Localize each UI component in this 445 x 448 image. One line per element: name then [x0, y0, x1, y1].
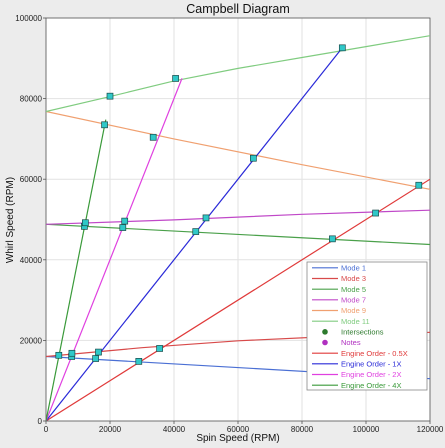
legend-box	[306, 261, 428, 391]
series-line-engine-order-4x	[46, 119, 107, 421]
legend-marker	[322, 329, 328, 335]
y-tick-label: 40000	[20, 256, 43, 265]
series-line-engine-order-2x	[46, 78, 183, 421]
legend-entry-label: Mode 5	[341, 285, 366, 294]
intersection-marker[interactable]	[149, 133, 157, 141]
x-axis-title: Spin Speed (RPM)	[196, 433, 279, 444]
intersection-marker[interactable]	[172, 75, 179, 82]
x-tick-label: 60000	[227, 425, 250, 434]
intersection-marker[interactable]	[55, 351, 63, 359]
intersection-marker[interactable]	[202, 214, 210, 222]
intersection-marker[interactable]	[135, 358, 143, 365]
intersection-marker[interactable]	[82, 219, 89, 227]
intersection-marker[interactable]	[92, 355, 99, 362]
intersection-marker[interactable]	[156, 345, 163, 352]
y-tick-label: 80000	[20, 95, 43, 104]
intersection-marker[interactable]	[415, 181, 423, 189]
series-line-mode-5	[46, 223, 430, 246]
series-line-mode-7	[46, 209, 430, 225]
y-tick-label: 60000	[20, 175, 43, 184]
legend-entry-label: Mode 7	[341, 295, 366, 304]
legend-entry-label: Intersections	[341, 327, 384, 336]
intersection-marker[interactable]	[372, 209, 379, 217]
legend-entry-label: Mode 9	[341, 306, 366, 315]
x-tick-label: 80000	[291, 425, 314, 434]
legend-entry-label: Engine Order - 0.5X	[341, 349, 408, 358]
y-tick-label: 0	[38, 417, 43, 426]
legend-entry-label: Notes	[341, 338, 361, 347]
series-line-engine-order-0-5x	[46, 178, 430, 421]
x-tick-label: 0	[44, 425, 49, 434]
x-tick-label: 20000	[99, 425, 122, 434]
series-line-mode-9	[46, 110, 430, 190]
x-tick-label: 120000	[417, 425, 444, 434]
legend-entry-label: Mode 3	[341, 274, 366, 283]
legend-entry-label: Mode 1	[341, 263, 366, 272]
legend-marker	[322, 339, 328, 346]
legend-entry-label: Engine Order - 1X	[341, 359, 401, 368]
y-tick-label: 100000	[15, 14, 42, 23]
intersection-marker[interactable]	[121, 217, 129, 225]
intersection-marker[interactable]	[101, 121, 108, 129]
intersection-marker[interactable]	[250, 154, 257, 162]
x-tick-label: 100000	[353, 425, 380, 434]
x-tick-label: 40000	[163, 425, 186, 434]
intersection-marker[interactable]	[106, 92, 114, 100]
intersection-marker[interactable]	[119, 224, 127, 231]
y-tick-label: 20000	[20, 336, 43, 345]
y-axis-title: Whirl Speed (RPM)	[5, 177, 16, 263]
intersection-marker[interactable]	[329, 235, 336, 243]
intersection-marker[interactable]	[192, 228, 200, 235]
chart-title: Campbell Diagram	[186, 2, 290, 16]
legend-entry-label: Mode 11	[341, 317, 370, 326]
intersection-marker[interactable]	[68, 349, 76, 357]
legend-entry-label: Engine Order - 2X	[341, 370, 401, 379]
legend-entry-label: Engine Order - 4X	[341, 381, 401, 390]
intersection-marker[interactable]	[338, 44, 346, 52]
intersection-marker[interactable]	[95, 348, 102, 356]
